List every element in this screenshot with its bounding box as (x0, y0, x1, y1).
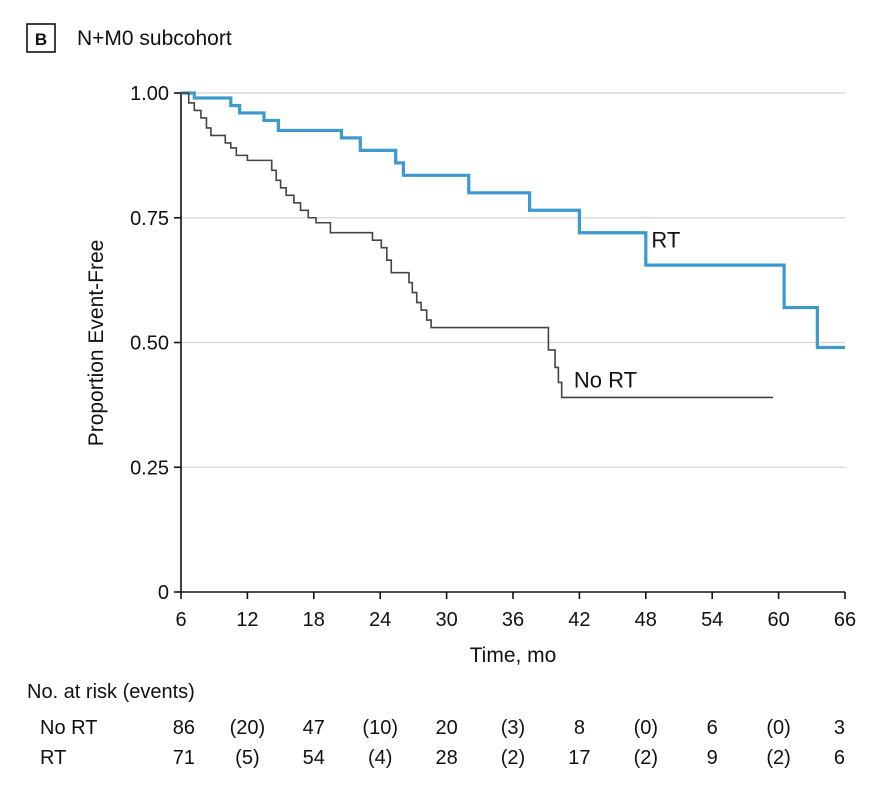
risk-cell-0-7: (0) (634, 717, 658, 739)
grid-lines (181, 92, 845, 468)
x-tick-label-1: 12 (236, 609, 258, 631)
risk-cell-0-6: 8 (574, 717, 585, 739)
x-tick-label-9: 60 (767, 609, 789, 631)
risk-cell-1-4: 28 (435, 747, 457, 769)
risk-cell-0-10: 3 (834, 717, 845, 739)
x-tick-label-4: 30 (435, 609, 457, 631)
risk-cell-0-0: 86 (173, 717, 195, 739)
series-line-no-rt (181, 92, 774, 399)
risk-cell-0-4: 20 (435, 717, 457, 739)
risk-cell-1-8: 9 (707, 747, 718, 769)
x-tick-label-6: 42 (568, 609, 590, 631)
survival-curves (181, 91, 845, 399)
risk-row-label-1: RT (40, 747, 66, 769)
risk-cell-0-8: 6 (707, 717, 718, 739)
risk-table-header: No. at risk (events) (27, 681, 195, 703)
x-tick-label-10: 66 (834, 609, 856, 631)
x-tick-label-5: 36 (502, 609, 524, 631)
risk-cell-1-10: 6 (834, 747, 845, 769)
panel-letter-box (26, 23, 56, 53)
series-label-rt: RT (651, 228, 680, 253)
risk-cell-0-3: (10) (362, 717, 398, 739)
risk-cell-0-5: (3) (501, 717, 525, 739)
series-line-rt (181, 91, 845, 350)
y-tick-label-3: 0.75 (130, 208, 169, 230)
risk-cell-0-9: (0) (766, 717, 790, 739)
risk-table: No RT 86 (20) 47 (10) 20 (3) 8 (0) 6 (0) 3 RT 71 (5) 54… (40, 717, 845, 769)
y-tick-label-4: 1.00 (130, 83, 169, 105)
x-tick-label-8: 54 (701, 609, 723, 631)
risk-cell-1-3: (4) (368, 747, 392, 769)
risk-cell-1-0: 71 (173, 747, 195, 769)
x-tick-label-7: 48 (635, 609, 657, 631)
risk-cell-1-6: 17 (568, 747, 590, 769)
x-axis-title: Time, mo (470, 644, 557, 667)
panel-letter: B (35, 30, 47, 49)
y-tick-label-2: 0.50 (130, 333, 169, 355)
x-tick-label-0: 6 (175, 609, 186, 631)
y-tick-label-1: 0.25 (130, 457, 169, 479)
x-tick-label-2: 18 (303, 609, 325, 631)
series-label-no-rt: No RT (574, 367, 637, 392)
risk-cell-1-7: (2) (634, 747, 658, 769)
risk-row-label-0: No RT (40, 717, 97, 739)
panel-title: N+M0 subcohort (77, 27, 232, 50)
risk-cell-1-2: 54 (303, 747, 325, 769)
risk-cell-1-1: (5) (235, 747, 259, 769)
risk-cell-0-1: (20) (230, 717, 266, 739)
risk-cell-0-2: 47 (303, 717, 325, 739)
y-axis-title: Proportion Event-Free (85, 240, 108, 447)
risk-cell-1-9: (2) (766, 747, 790, 769)
axes: 0 0.25 0.50 0.75 1.00 6 12 18 24 30 36 42 48 54 60 66 (130, 83, 856, 631)
y-tick-label-0: 0 (158, 582, 169, 604)
risk-cell-1-5: (2) (501, 747, 525, 769)
series-labels: RT No RT (574, 228, 680, 393)
x-tick-label-3: 24 (369, 609, 391, 631)
